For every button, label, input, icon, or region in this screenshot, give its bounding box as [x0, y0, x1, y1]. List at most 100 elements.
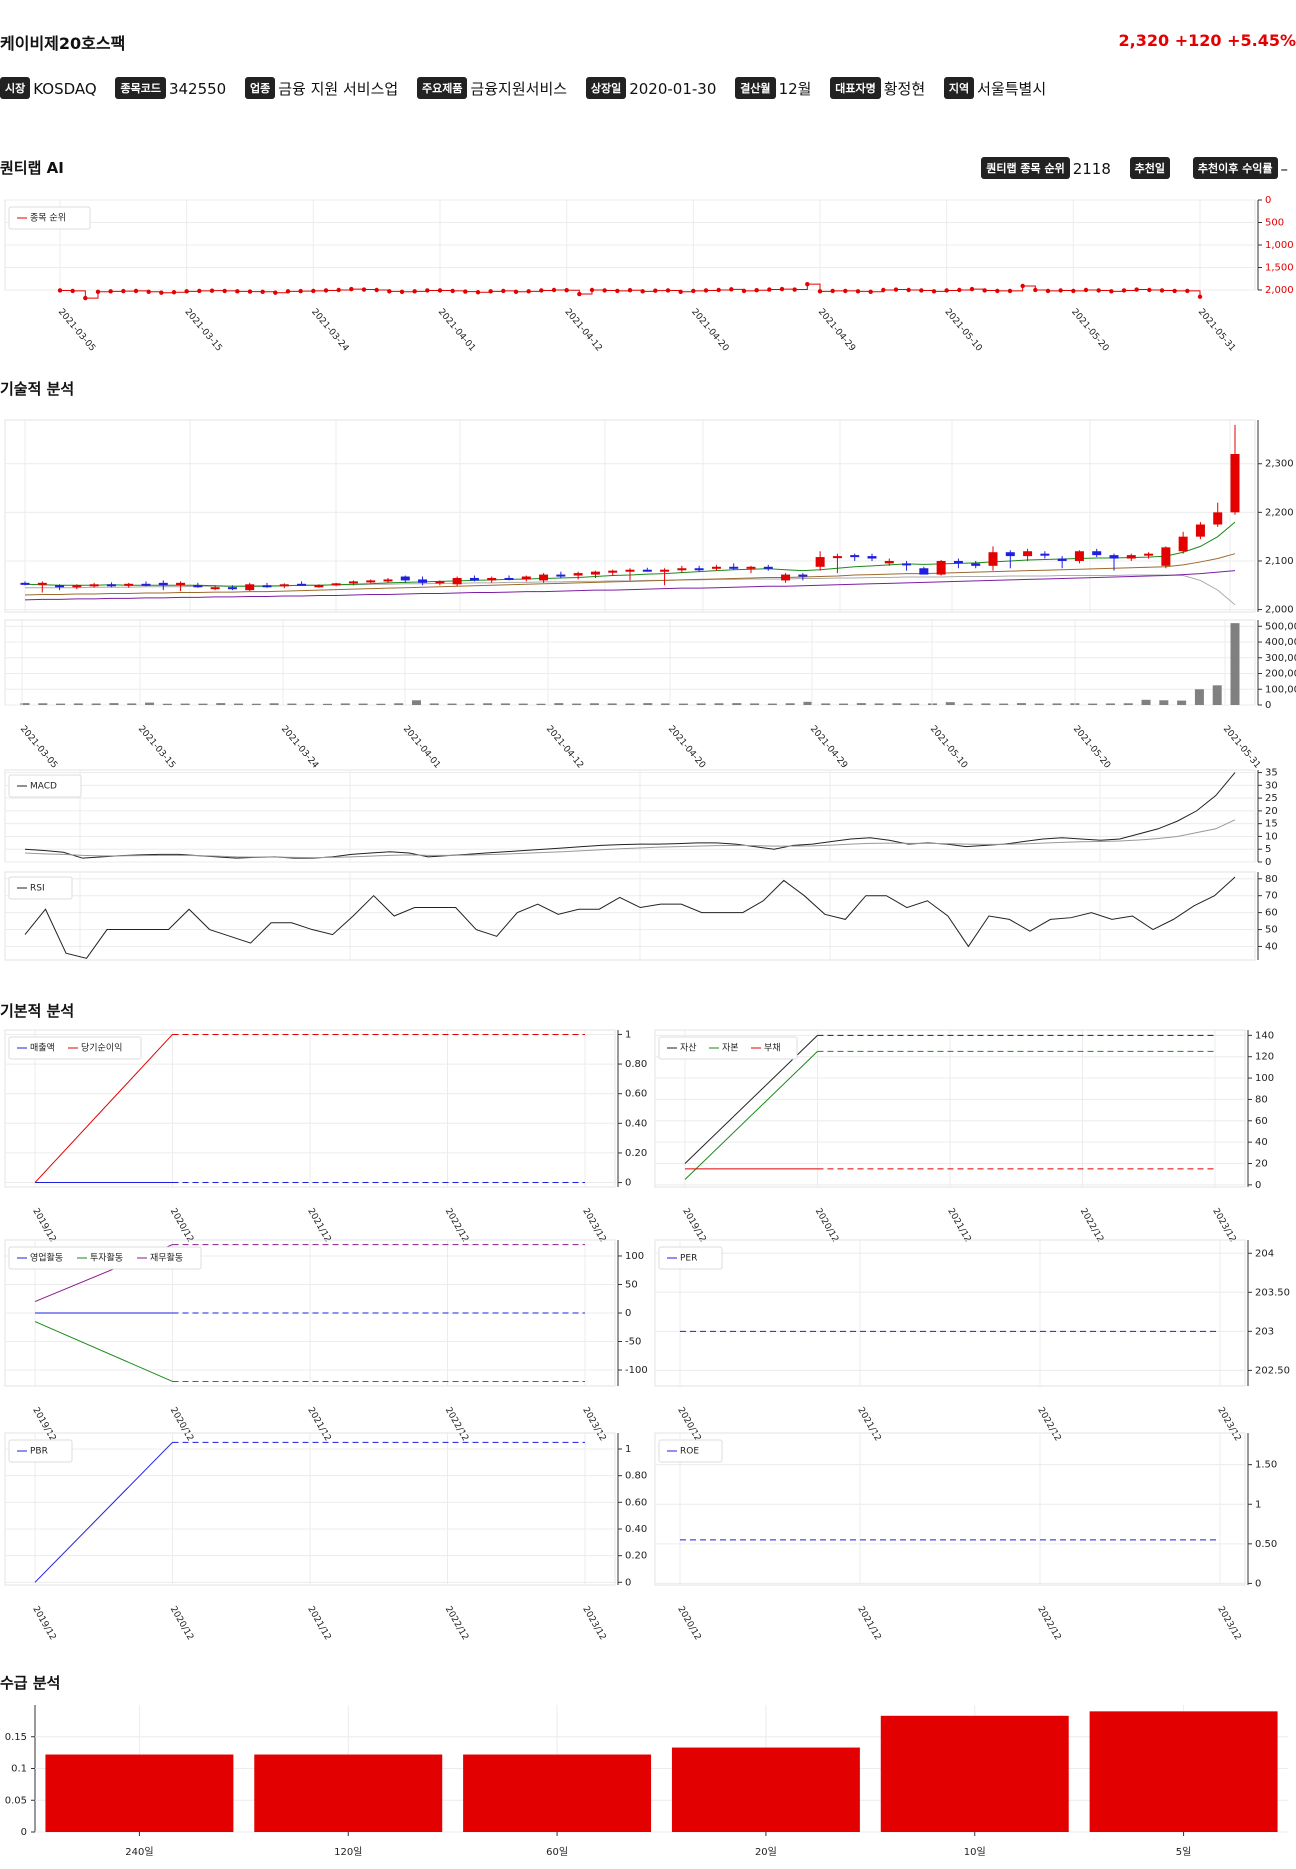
rank-point: [792, 287, 797, 292]
industry-value: 금융 지원 서비스업: [278, 80, 399, 98]
fin-balance-legend-label: 자본: [722, 1043, 739, 1054]
fin-per-x-tick-label: 2020/12: [675, 1406, 702, 1443]
fin-per-legend-box: [658, 1246, 723, 1270]
fin-income-series-solid-1: [34, 1034, 173, 1183]
rsi-y-tick-label: 60: [1265, 908, 1278, 919]
fin-income-x-tick-label: 2022/12: [443, 1207, 470, 1244]
rank-point: [830, 288, 835, 294]
candle-body: [729, 566, 739, 569]
rank-point: [640, 289, 645, 294]
rank-x-tick-label: 2021-03-05: [56, 307, 97, 354]
volume-bar: [963, 703, 973, 705]
volume-bar: [251, 703, 261, 705]
fiscal-month-value: 12월: [778, 80, 812, 98]
candle-body: [262, 585, 272, 588]
volume-x-tick-label: 2021-05-10: [928, 724, 969, 771]
rank-point: [716, 287, 721, 293]
candle-body: [798, 574, 808, 577]
macd-y-tick-label: 5: [1265, 844, 1271, 855]
fin-per-x-tick-label: 2022/12: [1035, 1406, 1062, 1443]
candle-body: [902, 563, 912, 566]
ai-section-title: 퀀티랩 AI: [0, 159, 64, 177]
candle-body: [400, 576, 410, 581]
rank-point: [602, 288, 607, 293]
industry-badge: 업종: [245, 77, 276, 99]
volume-bar: [750, 703, 760, 705]
rank-x-tick-label: 2021-05-31: [1196, 307, 1237, 354]
fin-balance-legend-label: 부채: [764, 1043, 781, 1054]
fin-roe-legend-box: [658, 1439, 723, 1463]
volume-bar: [500, 703, 510, 705]
candle-body: [1023, 551, 1033, 557]
rank-point: [741, 288, 747, 294]
fin-pbr-series-solid-0: [34, 1441, 173, 1583]
fin-cashflow-legend-label: 투자활동: [90, 1252, 123, 1264]
rank-point: [336, 287, 341, 293]
fin-balance-y-tick-label: 120: [1255, 1052, 1274, 1063]
volume-y-tick-label: 400,000: [1265, 637, 1296, 648]
rank-point: [285, 289, 291, 294]
rank-point: [779, 286, 785, 292]
volume-bar: [287, 703, 297, 705]
rec-return-badge: 추천이후 수익률: [1192, 157, 1278, 179]
fin-roe-y-tick-label: 1.50: [1255, 1460, 1277, 1471]
volume-bar: [1212, 685, 1222, 705]
rank-point: [893, 287, 899, 292]
rank-point: [703, 288, 709, 293]
supply-x-tick-label: 120일: [334, 1846, 362, 1858]
rank-point: [235, 289, 240, 294]
fin-income-y-tick-label: 0.40: [625, 1118, 647, 1129]
rank-point: [108, 289, 113, 294]
volume-bar: [643, 703, 653, 705]
rank-point: [146, 289, 151, 294]
volume-bar: [589, 703, 599, 705]
rank-point: [1007, 288, 1013, 294]
rank-point: [754, 288, 759, 293]
rsi-y-tick-label: 40: [1265, 941, 1278, 952]
volume-bar: [892, 703, 902, 705]
volume-bar: [714, 703, 724, 705]
volume-bar: [1194, 689, 1204, 705]
rank-point: [969, 286, 975, 292]
rank-point: [1045, 288, 1051, 294]
price-change: +120: [1174, 31, 1222, 50]
fin-per-x-tick-label: 2021/12: [855, 1406, 882, 1443]
rank-point: [1083, 287, 1089, 293]
volume-bar: [483, 703, 493, 705]
volume-bar: [447, 703, 457, 705]
rank-point: [691, 288, 696, 294]
volume-x-tick-label: 2021-03-15: [136, 724, 177, 771]
volume-bar: [269, 703, 279, 705]
rank-point: [412, 289, 417, 294]
product-value: 금융지원서비스: [470, 80, 568, 98]
candle-body: [746, 566, 756, 569]
volume-bar: [429, 703, 439, 705]
rank-point: [298, 288, 303, 294]
fin-roe-legend-label: ROE: [680, 1447, 699, 1457]
listing-date-value: 2020-01-30: [629, 80, 717, 98]
rank-point: [95, 289, 101, 294]
candle-body: [556, 574, 566, 577]
candle-body: [210, 587, 220, 590]
rank-point: [817, 289, 823, 294]
price-change-pct: +5.45%: [1227, 31, 1296, 50]
volume-bar: [572, 703, 582, 705]
fin-balance-y-tick-label: 60: [1255, 1116, 1268, 1127]
candles-y-tick-label: 2,100: [1265, 556, 1294, 567]
supply-y-tick-label: 0: [21, 1827, 27, 1838]
fin-roe-frame: [654, 1432, 1246, 1586]
fin-per-legend-label: PER: [680, 1254, 697, 1264]
macd-y-tick-label: 15: [1265, 819, 1278, 830]
rank-point: [551, 287, 557, 293]
candle-body: [1126, 555, 1136, 559]
volume-x-tick-label: 2021-04-29: [808, 724, 849, 771]
volume-bar: [999, 703, 1009, 705]
rank-point: [982, 288, 987, 293]
fin-balance-y-tick-label: 0: [1255, 1180, 1261, 1191]
price-summary: 2,320 +120 +5.45%: [1119, 31, 1296, 50]
candle-body: [366, 580, 376, 583]
volume-bar: [518, 703, 528, 705]
volume-bar: [536, 703, 546, 705]
candle-body: [608, 570, 618, 573]
rank-point: [931, 289, 937, 294]
